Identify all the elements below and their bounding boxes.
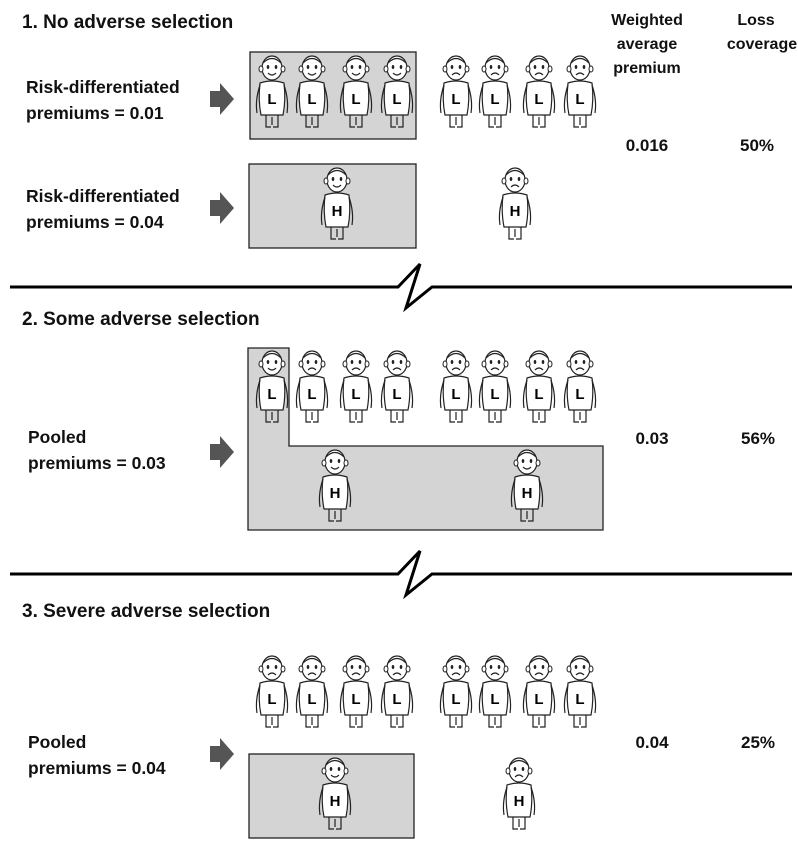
loss-coverage-value: 56%: [741, 429, 775, 448]
risk-letter: L: [451, 691, 460, 708]
low-risk-person-icon: L: [563, 55, 597, 128]
low-risk-person-icon: L: [295, 350, 329, 423]
high-risk-person-icon: H: [318, 757, 352, 830]
low-risk-person-icon: L: [339, 55, 373, 128]
high-risk-person-icon: H: [502, 757, 536, 830]
risk-letter: H: [510, 203, 521, 220]
row-label-line: premiums = 0.01: [26, 103, 164, 123]
weighted-average-premium-value: 0.04: [635, 733, 669, 752]
low-risk-person-icon: L: [380, 655, 414, 728]
risk-letter: H: [332, 203, 343, 220]
arrow-icon: [210, 83, 234, 115]
risk-letter: L: [392, 91, 401, 108]
row-label-line: premiums = 0.03: [28, 453, 166, 473]
low-risk-person-icon: L: [522, 55, 556, 128]
risk-letter: L: [534, 691, 543, 708]
risk-letter: L: [351, 91, 360, 108]
low-risk-person-icon: L: [255, 350, 289, 423]
header-line: Loss: [737, 12, 774, 29]
population-figures: L L L L L L L L H H L L L L L L L L H H L L L L L L L L H H: [255, 55, 597, 830]
header-line: premium: [613, 60, 681, 77]
arrow-icon: [210, 738, 234, 770]
low-risk-person-icon: L: [478, 55, 512, 128]
risk-letter: L: [351, 386, 360, 403]
row-label-line: Pooled: [28, 732, 86, 752]
column-header-loss-coverage: Loss coverage: [727, 12, 797, 53]
row-label-line: Risk-differentiated: [26, 186, 180, 206]
insured-pool-box: [247, 347, 604, 531]
risk-letter: L: [307, 91, 316, 108]
risk-letter: L: [575, 91, 584, 108]
risk-letter: L: [392, 691, 401, 708]
low-risk-person-icon: L: [295, 55, 329, 128]
risk-letter: L: [490, 91, 499, 108]
risk-letter: L: [490, 386, 499, 403]
risk-letter: L: [267, 91, 276, 108]
risk-letter: H: [522, 485, 533, 502]
section-title: 1. No adverse selection: [22, 12, 233, 33]
low-risk-person-icon: L: [439, 350, 473, 423]
low-risk-person-icon: L: [380, 350, 414, 423]
risk-letter: L: [307, 386, 316, 403]
weighted-average-premium-value: 0.016: [626, 136, 669, 155]
risk-letter: H: [330, 793, 341, 810]
risk-letter: L: [451, 91, 460, 108]
risk-letter: L: [534, 91, 543, 108]
low-risk-person-icon: L: [439, 655, 473, 728]
low-risk-person-icon: L: [478, 655, 512, 728]
section-divider: [10, 262, 792, 313]
high-risk-person-icon: H: [318, 449, 352, 522]
low-risk-person-icon: L: [380, 55, 414, 128]
section-divider: [10, 549, 792, 600]
row-label-line: premiums = 0.04: [26, 212, 164, 232]
low-risk-person-icon: L: [339, 350, 373, 423]
header-line: Weighted: [611, 12, 683, 29]
high-risk-person-icon: H: [510, 449, 544, 522]
risk-letter: H: [514, 793, 525, 810]
high-risk-person-icon: H: [320, 167, 354, 240]
low-risk-person-icon: L: [522, 655, 556, 728]
column-header-weighted-average-premium: Weighted average premium: [611, 12, 683, 77]
row-label-line: Pooled: [28, 427, 86, 447]
arrow-icon: [210, 192, 234, 224]
risk-letter: H: [330, 485, 341, 502]
low-risk-person-icon: L: [439, 55, 473, 128]
low-risk-person-icon: L: [255, 55, 289, 128]
low-risk-person-icon: L: [255, 655, 289, 728]
row-label-line: Risk-differentiated: [26, 77, 180, 97]
low-risk-person-icon: L: [563, 350, 597, 423]
section-title: 2. Some adverse selection: [22, 309, 260, 330]
low-risk-person-icon: L: [478, 350, 512, 423]
header-line: average: [617, 36, 678, 53]
risk-letter: L: [490, 691, 499, 708]
risk-letter: L: [267, 386, 276, 403]
risk-letter: L: [451, 386, 460, 403]
low-risk-person-icon: L: [563, 655, 597, 728]
low-risk-person-icon: L: [295, 655, 329, 728]
weighted-average-premium-value: 0.03: [635, 429, 668, 448]
arrow-icon: [210, 436, 234, 468]
low-risk-person-icon: L: [339, 655, 373, 728]
loss-coverage-value: 25%: [741, 733, 775, 752]
section-title: 3. Severe adverse selection: [22, 601, 270, 622]
risk-letter: L: [351, 691, 360, 708]
risk-letter: L: [267, 691, 276, 708]
header-line: coverage: [727, 36, 797, 53]
risk-letter: L: [534, 386, 543, 403]
row-label-line: premiums = 0.04: [28, 758, 166, 778]
risk-letter: L: [307, 691, 316, 708]
risk-letter: L: [392, 386, 401, 403]
low-risk-person-icon: L: [522, 350, 556, 423]
risk-letter: L: [575, 691, 584, 708]
loss-coverage-value: 50%: [740, 136, 774, 155]
risk-letter: L: [575, 386, 584, 403]
high-risk-person-icon: H: [498, 167, 532, 240]
